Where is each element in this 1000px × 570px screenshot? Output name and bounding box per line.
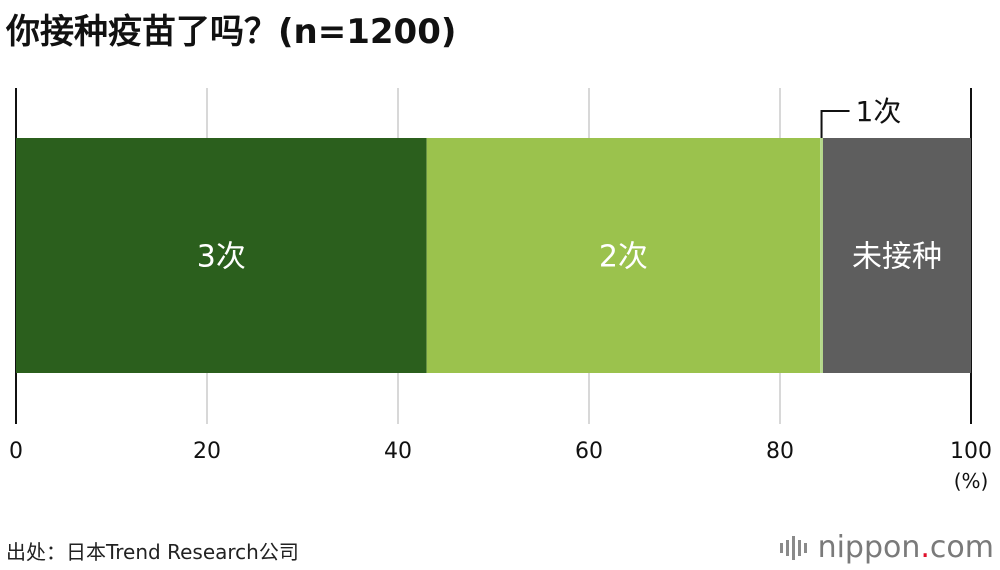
- logo-dot: .: [920, 530, 930, 565]
- callout-label: 1次: [856, 95, 902, 128]
- logo-tld: com: [929, 530, 994, 565]
- x-tick-label: 100: [950, 439, 992, 464]
- bar-segment: [822, 138, 971, 373]
- x-tick-label: 60: [575, 439, 603, 464]
- x-axis-ticks: 0 20 40 60 80 100 (%): [9, 439, 992, 493]
- x-tick-label: 40: [384, 439, 412, 464]
- source-note: 出处：日本Trend Research公司: [6, 540, 299, 564]
- bar-segment: [820, 138, 823, 373]
- bar-segment: [16, 138, 427, 373]
- x-tick-label: 80: [766, 439, 794, 464]
- x-tick-label: 0: [9, 439, 23, 464]
- segment-label: 3次: [197, 240, 246, 275]
- x-tick-label: 20: [193, 439, 221, 464]
- logo-name: nippon: [817, 530, 921, 565]
- callout-leader-line: [820, 110, 850, 138]
- segment-label: 未接种: [852, 240, 942, 275]
- segment-label: 2次: [599, 240, 648, 275]
- bar-segment: [426, 138, 821, 373]
- nippon-logo: nippon. com: [779, 530, 994, 565]
- sound-bars-icon: [779, 535, 810, 560]
- bar-segments: [16, 138, 971, 373]
- x-axis-unit: (%): [954, 469, 989, 493]
- chart-title: 你接种疫苗了吗？(n=1200): [6, 12, 457, 52]
